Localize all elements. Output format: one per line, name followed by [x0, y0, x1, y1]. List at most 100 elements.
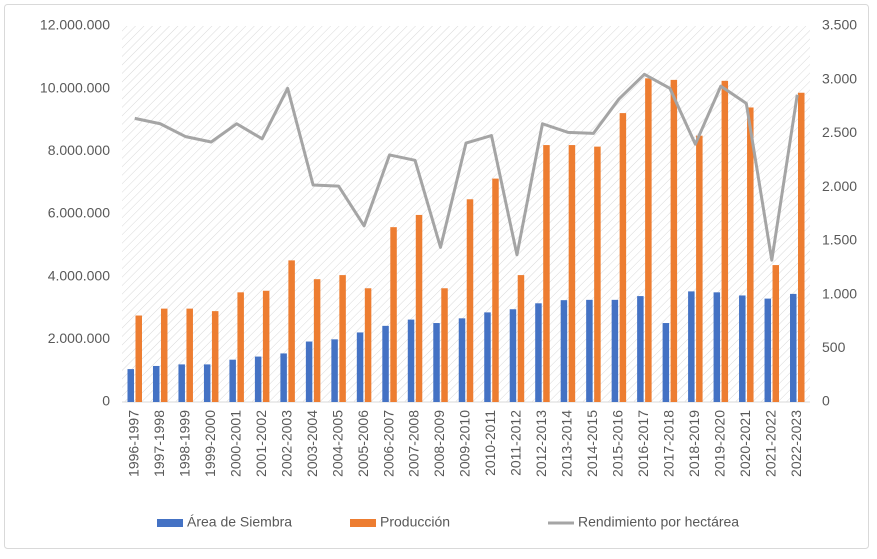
bar	[535, 303, 542, 402]
bar	[509, 309, 517, 402]
bar	[696, 135, 703, 402]
bar	[433, 323, 440, 402]
x-tick-label: 2006-2007	[380, 410, 396, 477]
bar	[492, 178, 499, 402]
bar	[390, 227, 397, 402]
bar	[160, 308, 168, 402]
x-tick-label: 2009-2010	[457, 410, 473, 477]
bar	[356, 332, 364, 402]
y-tick-label: 6.000.000	[48, 205, 110, 221]
legend-label: Rendimiento por hectárea	[578, 514, 739, 530]
x-tick-label: 2015-2016	[610, 410, 626, 477]
y-tick-label: 0	[102, 393, 110, 409]
y-tick-label: 12.000.000	[40, 17, 110, 33]
bar	[382, 325, 389, 402]
bar	[237, 292, 244, 402]
bar	[135, 315, 142, 402]
bar	[152, 365, 160, 402]
y2-tick-label: 3.000	[822, 70, 857, 86]
bar	[637, 296, 644, 402]
x-tick-label: 2017-2018	[661, 410, 677, 477]
line	[134, 72, 799, 262]
bar	[764, 298, 772, 402]
y2-tick-label: 500	[822, 339, 846, 355]
y-tick-label: 10.000.000	[40, 79, 110, 95]
y2-tick-label: 3.500	[822, 17, 857, 33]
bar	[364, 288, 372, 402]
bar	[670, 79, 678, 402]
x-tick-label: 2012-2013	[533, 410, 549, 477]
bar	[662, 323, 670, 402]
x-tick-label: 2022-2023	[788, 410, 804, 477]
bar	[586, 299, 593, 402]
bar	[203, 364, 211, 402]
x-tick-label: 2007-2008	[406, 410, 422, 477]
bar	[254, 356, 262, 402]
x-tick-label: 2021-2022	[762, 410, 778, 477]
bar	[211, 311, 219, 402]
bar	[484, 312, 491, 402]
bar	[772, 265, 780, 402]
bar	[739, 295, 746, 402]
bar	[407, 319, 415, 402]
bar	[313, 279, 321, 402]
x-tick-label: 2016-2017	[635, 410, 651, 477]
x-tick-label: 2001-2002	[253, 410, 269, 477]
bar	[543, 145, 550, 403]
bar	[611, 299, 619, 402]
x-tick-label: 1998-1999	[176, 410, 192, 477]
bar	[619, 113, 627, 403]
x-tick-label: 2005-2006	[355, 410, 371, 477]
x-tick-label: 2000-2001	[227, 410, 243, 477]
legend-swatch	[157, 519, 183, 527]
bar	[262, 290, 270, 402]
legend-label: Área de Siembra	[187, 514, 292, 530]
x-tick-label: 2020-2021	[737, 410, 753, 477]
bar	[441, 288, 448, 402]
y-tick-label: 8.000.000	[48, 142, 110, 158]
bar	[645, 78, 652, 403]
bar	[280, 353, 287, 402]
x-tick-label: 1999-2000	[202, 410, 218, 477]
bar	[466, 199, 474, 402]
y2-tick-label: 2.000	[822, 178, 857, 194]
x-tick-label: 2004-2005	[329, 410, 345, 477]
bar	[713, 292, 721, 402]
y2-tick-label: 2.500	[822, 124, 857, 140]
y2-tick-label: 1.500	[822, 232, 857, 248]
x-tick-label: 2018-2019	[686, 410, 702, 477]
bar	[458, 318, 466, 402]
y2-tick-label: 0	[822, 393, 830, 409]
bar	[229, 359, 236, 402]
plot-area	[122, 26, 810, 402]
bar	[568, 145, 576, 403]
bar	[127, 369, 134, 402]
y-tick-label: 4.000.000	[48, 267, 110, 283]
bar	[560, 300, 568, 402]
bar	[339, 275, 346, 402]
bar	[178, 364, 185, 402]
bar	[415, 214, 423, 402]
legend-label: Producción	[380, 514, 450, 530]
x-tick-label: 2013-2014	[559, 410, 575, 477]
legend-swatch	[350, 519, 376, 527]
x-tick-label: 2011-2012	[508, 410, 524, 476]
bar	[288, 260, 295, 402]
x-tick-label: 2019-2020	[712, 410, 728, 477]
x-tick-label: 2014-2015	[584, 410, 600, 477]
bar	[688, 291, 695, 402]
bar	[517, 275, 525, 402]
x-tick-label: 1996-1997	[125, 410, 141, 477]
bar	[186, 308, 193, 402]
x-tick-label: 2002-2003	[278, 410, 294, 477]
bar	[594, 146, 601, 402]
y-tick-label: 2.000.000	[48, 330, 110, 346]
bar	[747, 107, 754, 402]
bar	[798, 92, 805, 403]
y2-tick-label: 1.000	[822, 285, 857, 301]
bar	[790, 293, 797, 402]
x-tick-label: 2010-2011	[482, 410, 498, 476]
bar	[305, 341, 313, 402]
bar	[721, 80, 729, 402]
